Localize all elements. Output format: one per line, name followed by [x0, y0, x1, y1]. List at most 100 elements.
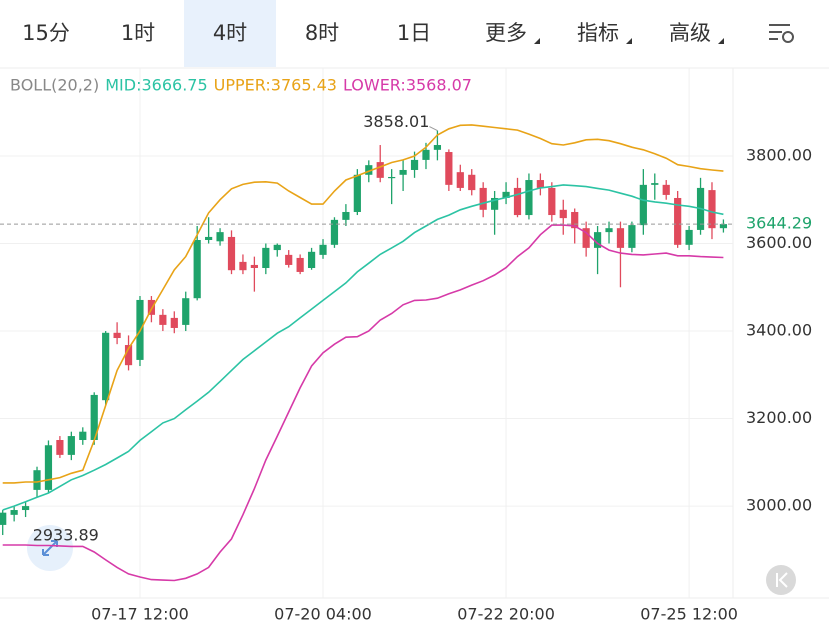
x-tick-label: 07-17 12:00	[91, 605, 189, 624]
candle-body	[525, 180, 533, 216]
candle-body	[102, 332, 110, 401]
y-tick-label: 3000.00	[746, 496, 812, 515]
candle-body	[10, 510, 18, 515]
candle-body	[170, 317, 178, 328]
x-tick-label: 07-22 20:00	[457, 605, 555, 624]
candle-body	[639, 184, 647, 226]
candle-body	[479, 187, 487, 210]
candle-body	[445, 152, 453, 185]
dropdown-marker	[626, 38, 632, 44]
annotation-label: 2933.89	[33, 526, 99, 545]
candle-body	[651, 183, 659, 185]
candle-body	[593, 232, 602, 248]
indicator-line	[2, 124, 724, 484]
candle-body	[250, 264, 258, 269]
last-price-tag	[736, 213, 826, 236]
candle-body	[33, 470, 41, 490]
indicator-label: BOLL(20,2)	[10, 76, 99, 95]
candle-body	[536, 180, 544, 188]
candle-body	[502, 191, 510, 198]
candle-body	[113, 332, 121, 339]
candle-body	[628, 225, 636, 248]
candle-body	[491, 197, 499, 210]
candle-body	[79, 431, 87, 441]
annotation-label: 3858.01	[363, 112, 429, 131]
dropdown-marker	[534, 38, 540, 44]
y-tick-label: 3400.00	[746, 321, 812, 340]
tab[interactable]: 更多	[485, 21, 527, 45]
candle-body	[147, 299, 156, 315]
candle-body	[376, 162, 384, 178]
candle-body	[330, 219, 339, 245]
candle-body	[662, 184, 670, 195]
candle-body	[685, 229, 693, 245]
candle-body	[548, 187, 556, 216]
candle-body	[44, 445, 53, 490]
tab[interactable]: 15分	[22, 21, 70, 45]
candle-body	[319, 244, 327, 255]
candle-body	[124, 345, 133, 366]
candle-body	[67, 436, 75, 455]
y-tick-label: 3800.00	[746, 145, 812, 164]
candle-body	[410, 159, 419, 170]
candle-body	[513, 187, 522, 216]
annotation-leader	[429, 126, 438, 132]
candle-body	[616, 228, 625, 248]
candle-body	[433, 145, 442, 150]
settings-icon[interactable]	[769, 24, 794, 43]
candle-body	[296, 257, 304, 272]
legend-entry: LOWER:3568.07	[343, 76, 472, 95]
candle-body	[193, 239, 201, 299]
candle-body	[56, 440, 64, 455]
candle-body	[582, 228, 590, 248]
indicator-line	[2, 184, 724, 511]
candle-body	[365, 165, 373, 175]
candle-body	[227, 236, 236, 271]
candle-body	[182, 298, 190, 325]
candle-body	[21, 506, 30, 511]
candle-body	[239, 261, 247, 271]
last-price-label: 3644.29	[746, 214, 812, 233]
candle-body	[205, 236, 213, 240]
tab[interactable]: 指标	[577, 21, 619, 45]
legend-entry: UPPER:3765.43	[214, 76, 337, 95]
candle-body	[273, 244, 281, 251]
candle-body	[719, 224, 728, 229]
candle-body	[388, 176, 396, 179]
candle-body	[307, 251, 316, 269]
tab[interactable]: 8时	[305, 21, 339, 45]
candle-body	[262, 247, 270, 269]
candle-body	[422, 149, 430, 160]
candle-body	[353, 174, 361, 212]
candle-body	[342, 211, 350, 220]
candle-body	[605, 228, 613, 233]
x-tick-label: 07-25 12:00	[640, 605, 738, 624]
candle-body	[159, 314, 167, 325]
x-tick-label: 07-20 04:00	[274, 605, 372, 624]
candle-body	[559, 209, 567, 219]
y-tick-label: 3200.00	[746, 408, 812, 427]
tab[interactable]: 高级	[669, 21, 711, 45]
candle-body	[708, 190, 716, 229]
candle-body	[90, 394, 98, 441]
legend-entry: MID:3666.75	[105, 76, 207, 95]
zoom-button[interactable]	[27, 525, 73, 571]
indicator-line	[2, 224, 724, 582]
tab-highlight	[184, 0, 276, 67]
candle-body	[468, 174, 476, 191]
candle-body	[571, 211, 579, 229]
tab[interactable]: 1日	[397, 21, 431, 45]
candle-body	[0, 512, 7, 525]
back-to-latest-button[interactable]	[766, 565, 796, 595]
tab[interactable]: 1时	[121, 21, 155, 45]
candle-body	[399, 169, 407, 175]
tab[interactable]: 4时	[213, 21, 247, 45]
candle-body	[456, 172, 464, 188]
dropdown-marker	[718, 38, 724, 44]
candle-body	[285, 254, 293, 265]
candle-body	[674, 197, 682, 245]
y-tick-label: 3600.00	[746, 233, 812, 252]
